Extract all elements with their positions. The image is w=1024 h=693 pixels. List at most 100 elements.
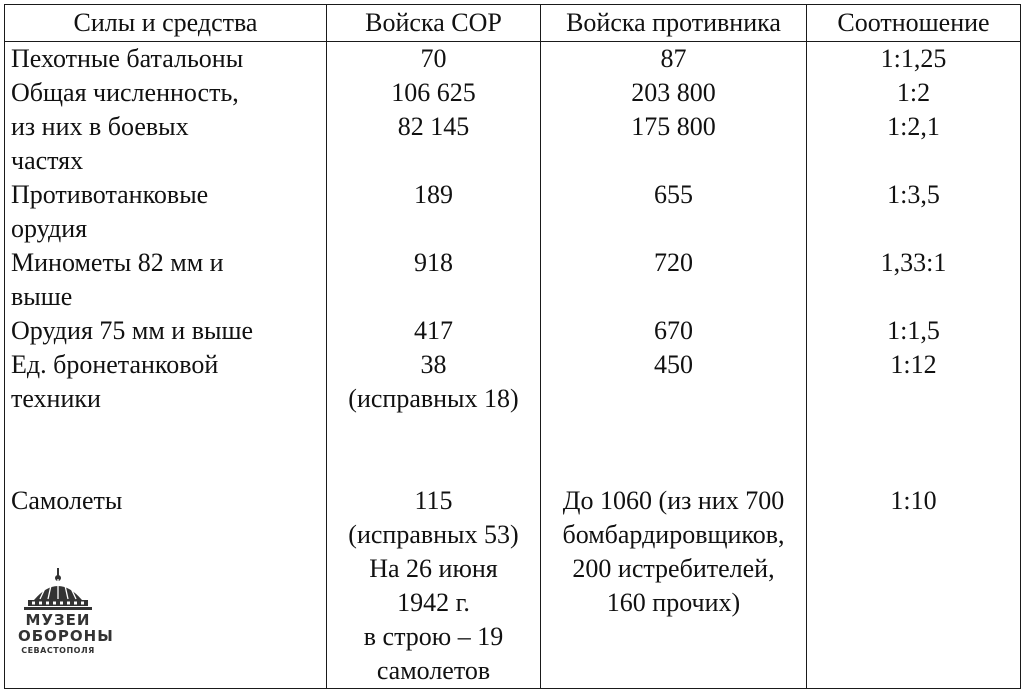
- cell-enemy: 203 800: [540, 76, 807, 110]
- forces-comparison-table: Силы и средства Войска СОР Войска против…: [4, 4, 1021, 689]
- cell-forces: Ед. бронетанковой техники: [4, 348, 327, 416]
- logo-line-defense: ОБОРОНЫ: [18, 627, 114, 645]
- cell-text: бомбардировщиков,: [562, 520, 785, 549]
- header-sor: Войска СОР: [326, 4, 541, 42]
- table-row: из них в боевых частях 82 145 175 800 1:2,1: [4, 110, 1021, 178]
- cell-text: 189: [414, 180, 453, 209]
- cell-ratio: 1,33:1: [806, 246, 1021, 314]
- cell-text: орудия: [11, 214, 88, 243]
- cell-text: 160 прочих): [606, 588, 741, 617]
- cell-sor: 918: [326, 246, 541, 314]
- cell-text: 200 истребителей,: [572, 554, 775, 583]
- cell-ratio: 1:1,5: [806, 314, 1021, 348]
- cell-text: 87: [660, 44, 687, 73]
- cell-sor: 70: [326, 41, 541, 76]
- cell-text: 38: [420, 350, 447, 379]
- cell-sor: 417: [326, 314, 541, 348]
- cell-sor: 106 625: [326, 76, 541, 110]
- cell-text: Общая численность,: [11, 78, 239, 107]
- cell-forces: Орудия 75 мм и выше: [4, 314, 327, 348]
- cell-text: Минометы 82 мм и: [11, 248, 224, 277]
- cell-forces: Минометы 82 мм и выше: [4, 246, 327, 314]
- cell-text: из них в боевых: [11, 112, 189, 141]
- cell-ratio: 1:3,5: [806, 178, 1021, 246]
- cell-ratio: 1:1,25: [806, 41, 1021, 76]
- cell-sor: 115 (исправных 53) На 26 июня 1942 г. в стро…: [326, 484, 541, 689]
- cell-sor: 189: [326, 178, 541, 246]
- table-row: Самолеты 115 (исправных 53) На 26 июня 1942 …: [4, 484, 1021, 689]
- cell-ratio: 1:10: [806, 484, 1021, 689]
- cell-text: 203 800: [631, 78, 716, 107]
- cell-text: (исправных 18): [348, 384, 519, 413]
- table-row: Орудия 75 мм и выше 417 670 1:1,5: [4, 314, 1021, 348]
- spacer-cell: [806, 416, 1021, 484]
- cell-text: 1:12: [890, 350, 937, 379]
- spacer-cell: [540, 416, 807, 484]
- cell-text: 115: [414, 486, 453, 515]
- table-spacer-row: [4, 416, 1021, 484]
- cell-enemy: До 1060 (из них 700 бомбардировщиков, 200 …: [540, 484, 807, 689]
- cell-text: 70: [420, 44, 447, 73]
- table-row: Противотанковые орудия 189 655 1:3,5: [4, 178, 1021, 246]
- header-enemy: Войска противника: [540, 4, 807, 42]
- cell-text: 82 145: [397, 112, 470, 141]
- cell-text: Противотанковые: [11, 180, 209, 209]
- cell-text: 1:2,1: [887, 112, 940, 141]
- cell-text: в строю – 19: [363, 622, 504, 651]
- cell-ratio: 1:12: [806, 348, 1021, 416]
- cell-forces: Общая численность,: [4, 76, 327, 110]
- cell-text: 417: [414, 316, 453, 345]
- cell-forces: из них в боевых частях: [4, 110, 327, 178]
- cell-text: 1:10: [890, 486, 937, 515]
- header-ratio: Соотношение: [806, 4, 1021, 42]
- cell-text: 1:2: [896, 78, 931, 107]
- table-row: Общая численность, 106 625 203 800 1:2: [4, 76, 1021, 110]
- panorama-building-icon: [24, 568, 92, 610]
- spacer-cell: [4, 416, 327, 484]
- cell-text: До 1060 (из них 700: [562, 486, 785, 515]
- cell-ratio: 1:2: [806, 76, 1021, 110]
- cell-enemy: 175 800: [540, 110, 807, 178]
- cell-enemy: 720: [540, 246, 807, 314]
- cell-enemy: 450: [540, 348, 807, 416]
- museum-logo: МУЗЕИ ОБОРОНЫ СЕВАСТОПОЛЯ: [18, 566, 114, 666]
- cell-enemy: 655: [540, 178, 807, 246]
- cell-text: частях: [11, 146, 84, 175]
- table-header-row: Силы и средства Войска СОР Войска против…: [4, 4, 1021, 42]
- table-wrapper: Силы и средства Войска СОР Войска против…: [4, 4, 1021, 689]
- spacer-cell: [326, 416, 541, 484]
- cell-text: На 26 июня: [369, 554, 498, 583]
- cell-text: Орудия 75 мм и выше: [11, 316, 254, 345]
- cell-sor: 82 145: [326, 110, 541, 178]
- cell-text: 450: [654, 350, 693, 379]
- cell-text: 1:1,25: [880, 44, 947, 73]
- logo-line-museums: МУЗЕИ: [25, 611, 91, 629]
- cell-text: 1942 г.: [397, 588, 470, 617]
- cell-text: Самолеты: [11, 486, 123, 515]
- cell-text: 1,33:1: [880, 248, 947, 277]
- cell-text: 655: [654, 180, 693, 209]
- cell-text: 1:1,5: [887, 316, 940, 345]
- cell-ratio: 1:2,1: [806, 110, 1021, 178]
- table-row: Минометы 82 мм и выше 918 720 1,33:1: [4, 246, 1021, 314]
- cell-text: Ед. бронетанковой: [11, 350, 219, 379]
- logo-line-sevastopol: СЕВАСТОПОЛЯ: [21, 646, 95, 655]
- cell-enemy: 87: [540, 41, 807, 76]
- cell-text: (исправных 53): [348, 520, 519, 549]
- cell-text: самолетов: [376, 656, 491, 685]
- cell-text: 918: [414, 248, 453, 277]
- header-forces: Силы и средства: [4, 4, 327, 42]
- cell-text: 1:3,5: [887, 180, 940, 209]
- cell-text: 175 800: [631, 112, 716, 141]
- cell-forces: Пехотные батальоны: [4, 41, 327, 76]
- cell-text: техники: [11, 384, 101, 413]
- cell-enemy: 670: [540, 314, 807, 348]
- cell-text: Пехотные батальоны: [11, 44, 244, 73]
- cell-text: 106 625: [391, 78, 476, 107]
- cell-text: 720: [654, 248, 693, 277]
- cell-sor: 38 (исправных 18): [326, 348, 541, 416]
- cell-text: 670: [654, 316, 693, 345]
- cell-text: выше: [11, 282, 73, 311]
- table-row: Пехотные батальоны 70 87 1:1,25: [4, 41, 1021, 76]
- cell-forces: Противотанковые орудия: [4, 178, 327, 246]
